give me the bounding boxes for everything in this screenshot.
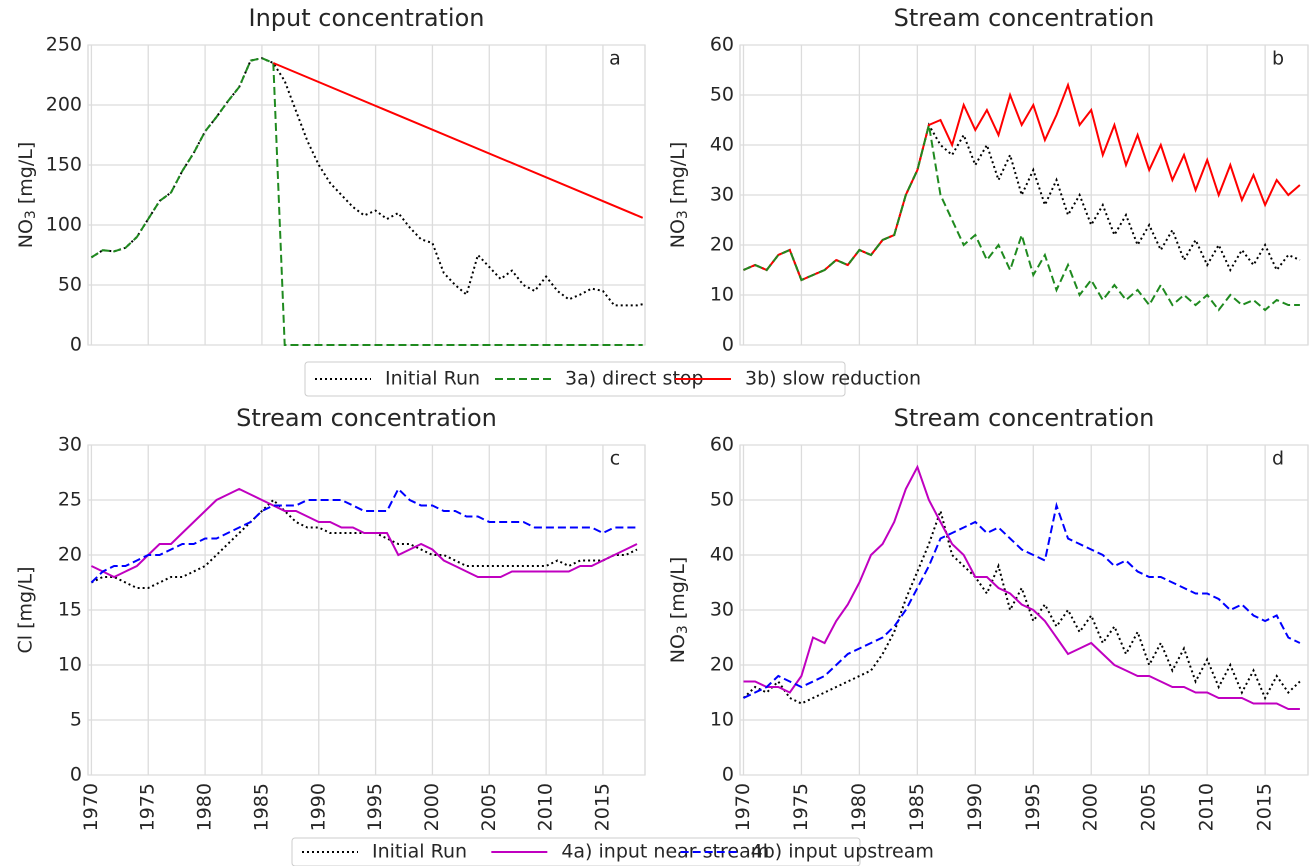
series-line bbox=[90, 57, 643, 346]
x-tick-label: 1990 bbox=[964, 783, 986, 831]
x-tick-label: 2015 bbox=[591, 783, 613, 831]
series-line bbox=[743, 501, 1301, 699]
x-tick-label: 1970 bbox=[80, 783, 102, 831]
legend-label: 3b) slow reduction bbox=[745, 368, 921, 390]
y-tick-label: 20 bbox=[710, 654, 734, 676]
panel-label: b bbox=[1272, 48, 1284, 70]
x-tick-label: 2000 bbox=[421, 783, 443, 831]
y-tick-label: 25 bbox=[58, 489, 82, 511]
x-tick-label: 1970 bbox=[732, 783, 754, 831]
x-tick-label: 1975 bbox=[790, 783, 812, 831]
y-tick-label: 0 bbox=[70, 334, 82, 356]
x-tick-label: 2000 bbox=[1080, 783, 1102, 831]
y-tick-label: 60 bbox=[710, 34, 734, 56]
y-axis-label: NO3 [mg/L] bbox=[15, 142, 40, 249]
y-axis-label-part: NO bbox=[667, 634, 689, 663]
y-tick-label: 50 bbox=[710, 84, 734, 106]
y-tick-label: 20 bbox=[710, 234, 734, 256]
y-tick-label: 150 bbox=[46, 154, 82, 176]
legend-label: 4b) input upstream bbox=[751, 841, 934, 863]
x-tick-label: 1980 bbox=[848, 783, 870, 831]
x-tick-label: 1985 bbox=[906, 783, 928, 831]
y-axis-label-sub: 3 bbox=[675, 625, 691, 634]
legend-label: 3a) direct stop bbox=[565, 368, 704, 390]
y-axis-label-part: [mg/L] bbox=[667, 557, 689, 625]
y-tick-label: 0 bbox=[70, 764, 82, 786]
y-tick-label: 5 bbox=[70, 709, 82, 731]
y-tick-label: 0 bbox=[722, 764, 734, 786]
x-tick-label: 1985 bbox=[250, 783, 272, 831]
y-tick-label: 20 bbox=[58, 544, 82, 566]
legend-label: Initial Run bbox=[372, 841, 467, 863]
series-line bbox=[742, 507, 1301, 705]
series-line bbox=[743, 122, 1301, 282]
y-tick-label: 10 bbox=[710, 709, 734, 731]
y-axis-label-part: NO bbox=[15, 219, 37, 248]
y-axis-label-sub: 3 bbox=[675, 210, 691, 219]
y-axis-label-part: [mg/L] bbox=[667, 142, 689, 210]
series-line bbox=[90, 487, 638, 579]
chart-title: Stream concentration bbox=[236, 404, 497, 432]
panel-label: c bbox=[610, 448, 620, 470]
series-line bbox=[743, 124, 1300, 312]
x-tick-label: 2005 bbox=[1138, 783, 1160, 831]
legend-label: 4a) input near stream bbox=[561, 841, 769, 863]
plot-area bbox=[87, 44, 646, 346]
y-tick-label: 40 bbox=[710, 544, 734, 566]
chart-title: Stream concentration bbox=[894, 404, 1155, 432]
y-axis-label: NO3 [mg/L] bbox=[667, 557, 692, 664]
y-tick-label: 0 bbox=[722, 334, 734, 356]
x-tick-label: 1995 bbox=[1022, 783, 1044, 831]
series-line bbox=[743, 81, 1301, 282]
series-line bbox=[90, 57, 643, 307]
y-tick-label: 60 bbox=[710, 434, 734, 456]
y-tick-label: 250 bbox=[46, 34, 82, 56]
y-axis-label-part: NO bbox=[667, 219, 689, 248]
panel-label: a bbox=[609, 48, 621, 70]
legend-box bbox=[304, 361, 846, 397]
y-axis-label: Cl [mg/L] bbox=[15, 567, 37, 654]
y-tick-label: 200 bbox=[46, 94, 82, 116]
series-line bbox=[743, 464, 1300, 710]
x-tick-label: 1975 bbox=[137, 783, 159, 831]
y-tick-label: 50 bbox=[58, 274, 82, 296]
y-tick-label: 10 bbox=[58, 654, 82, 676]
legend-label: Initial Run bbox=[385, 368, 480, 390]
x-tick-label: 2010 bbox=[535, 783, 557, 831]
y-axis-label: NO3 [mg/L] bbox=[667, 142, 692, 249]
x-tick-label: 1995 bbox=[364, 783, 386, 831]
y-tick-label: 15 bbox=[58, 599, 82, 621]
y-tick-label: 30 bbox=[710, 184, 734, 206]
series-line bbox=[90, 487, 637, 584]
y-tick-label: 30 bbox=[58, 434, 82, 456]
y-tick-label: 100 bbox=[46, 214, 82, 236]
chart-title: Input concentration bbox=[249, 4, 485, 32]
x-tick-label: 2005 bbox=[478, 783, 500, 831]
y-axis-label-part: [mg/L] bbox=[15, 142, 37, 210]
panel-label: d bbox=[1272, 448, 1284, 470]
y-tick-label: 30 bbox=[710, 599, 734, 621]
y-axis-label-sub: 3 bbox=[23, 210, 39, 219]
y-tick-label: 10 bbox=[710, 284, 734, 306]
y-tick-label: 50 bbox=[710, 489, 734, 511]
x-tick-label: 1990 bbox=[307, 783, 329, 831]
series-line bbox=[272, 62, 644, 219]
x-tick-label: 2015 bbox=[1254, 783, 1276, 831]
legend-box bbox=[291, 837, 861, 866]
x-tick-label: 2010 bbox=[1196, 783, 1218, 831]
y-tick-label: 40 bbox=[710, 134, 734, 156]
chart-title: Stream concentration bbox=[894, 4, 1155, 32]
x-tick-label: 1980 bbox=[194, 783, 216, 831]
